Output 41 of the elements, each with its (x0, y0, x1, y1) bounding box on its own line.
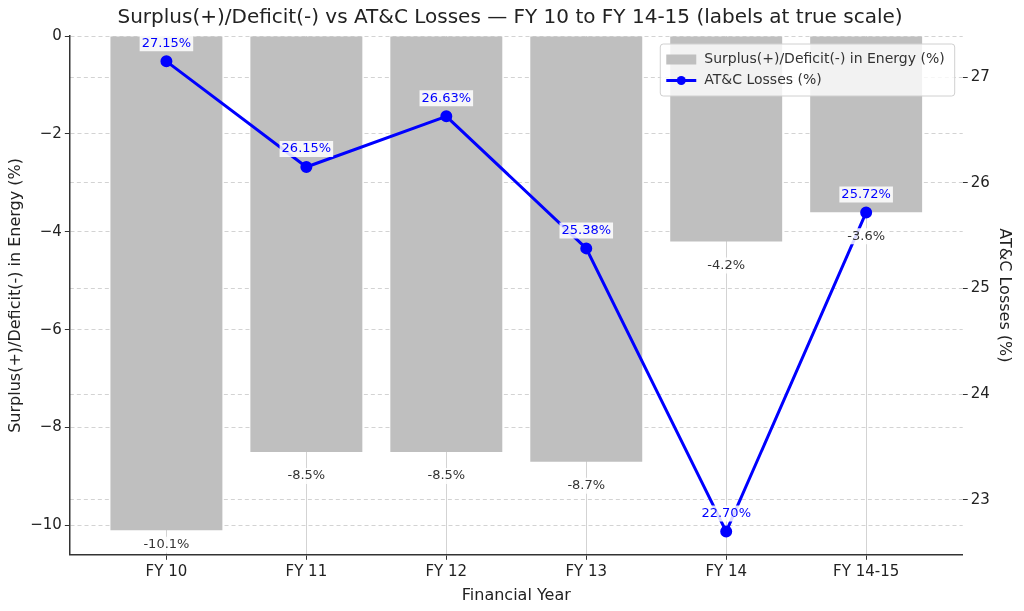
point (860, 206, 873, 219)
y2-tick-label: 25 (970, 278, 990, 297)
data-label: 26.63% (421, 89, 472, 105)
legend-label: Surplus(+)/Deficit(-) in Energy (%) (704, 50, 945, 67)
data-label: -8.5% (287, 467, 326, 483)
data-label: 26.15% (281, 140, 332, 156)
data-label: 27.15% (141, 34, 192, 50)
data-label: -10.1% (143, 536, 190, 552)
y2-tick-label: 26 (970, 172, 990, 191)
y2-axis-title: AT&C Losses (%) (996, 228, 1016, 363)
x-axis-title: Financial Year (461, 584, 572, 604)
data-label: 22.70% (701, 504, 751, 520)
point (720, 525, 733, 538)
y-axis-title: Surplus(+)/Deficit(-) in Energy (%) (4, 158, 24, 433)
data-label: -8.5% (427, 467, 466, 483)
point (160, 55, 173, 68)
chart-title: Surplus(+)/Deficit(-) vs AT&C Losses — FY 10 to FY 14-15 (labels at true scale) (117, 4, 903, 29)
y2-tick-label: 27 (970, 67, 990, 86)
y2-tick-label: 24 (970, 384, 990, 403)
y-tick-label: −4 (39, 221, 62, 240)
data-label: -8.7% (567, 477, 606, 493)
point (580, 242, 593, 255)
y2-tick-label: 23 (970, 489, 990, 508)
point (300, 161, 313, 174)
x-tick-label: FY 11 (285, 561, 328, 580)
y-tick-label: −2 (39, 123, 62, 142)
data-label: 25.72% (841, 185, 891, 201)
point (440, 110, 453, 123)
y-tick-label: −8 (39, 417, 62, 436)
x-tick-label: FY 12 (425, 561, 468, 580)
legend-label: AT&C Losses (%) (704, 71, 822, 88)
data-label: 25.38% (561, 221, 612, 237)
x-tick-label: FY 13 (565, 561, 608, 580)
data-label: -4.2% (707, 256, 746, 272)
x-tick-label: FY 10 (145, 561, 188, 580)
data-label: -3.6% (847, 227, 886, 243)
x-tick-label: FY 14-15 (833, 561, 900, 580)
y-tick-label: −6 (39, 319, 62, 338)
y-tick-label: −10 (30, 515, 62, 534)
x-tick-label: FY 14 (705, 561, 748, 580)
y-tick-label: 0 (52, 25, 62, 44)
